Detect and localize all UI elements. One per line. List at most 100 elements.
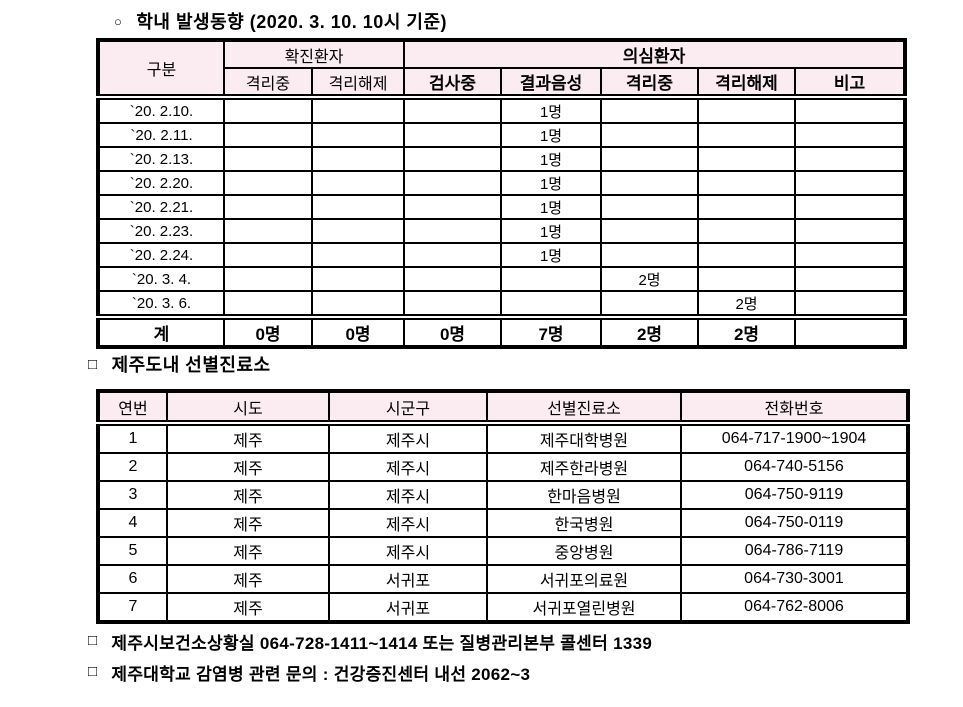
total-value-cell: 2명 xyxy=(600,314,700,348)
value-cell xyxy=(223,242,313,268)
value-cell xyxy=(794,266,907,292)
clinic-cell: 한국병원 xyxy=(486,508,682,538)
no-cell: 5 xyxy=(97,536,168,566)
value-cell xyxy=(223,146,313,172)
value-cell xyxy=(600,290,700,318)
value-cell xyxy=(697,242,797,268)
table-row: `20. 2.21. 1명 xyxy=(97,194,907,220)
clinic-table-body: 1 제주 제주시 제주대학병원 064-717-1900~1904 2 제주 제주시 제주한라병… xyxy=(97,422,909,623)
date-cell: `20. 2.21. xyxy=(97,194,225,220)
value-cell xyxy=(223,290,313,318)
table-row: `20. 2.24. 1명 xyxy=(97,242,907,268)
value-cell xyxy=(600,194,700,220)
value-cell xyxy=(223,122,313,148)
footnote-text: 제주시보건소상황실 064-728-1411~1414 또는 질병관리본부 콜센… xyxy=(111,634,653,653)
table-row: 3 제주 제주시 한마음병원 064-750-9119 xyxy=(97,480,909,510)
no-cell: 3 xyxy=(97,480,168,510)
province-cell: 제주 xyxy=(166,536,330,566)
value-cell xyxy=(794,194,907,220)
value-cell xyxy=(223,266,313,292)
table-row: 7 제주 서귀포 서귀포열린병원 064-762-8006 xyxy=(97,592,909,623)
no-cell: 4 xyxy=(97,508,168,538)
header-city: 시군구 xyxy=(328,390,488,426)
header-quarantine-confirmed: 격리중 xyxy=(223,67,313,100)
section1-heading: ○ 학내 발생동향 (2020. 3. 10. 10시 기준) xyxy=(114,8,447,34)
phone-cell: 064-762-8006 xyxy=(680,592,909,623)
campus-status-table: 구분 확진환자 의심환자 격리중 격리해제 검사중 결과음성 격리중 격리해제 … xyxy=(96,38,908,349)
value-cell xyxy=(600,146,700,172)
value-cell xyxy=(310,242,406,268)
province-cell: 제주 xyxy=(166,592,330,623)
total-value-cell: 7명 xyxy=(500,314,603,348)
value-cell xyxy=(403,266,503,292)
value-cell xyxy=(794,242,907,268)
value-cell xyxy=(310,194,406,220)
value-cell: 1명 xyxy=(500,218,603,244)
value-cell: 1명 xyxy=(500,170,603,196)
value-cell xyxy=(310,122,406,148)
total-row: 계 0명 0명 0명 7명 2명 2명 xyxy=(97,314,907,348)
value-cell: 1명 xyxy=(500,122,603,148)
value-cell xyxy=(403,290,503,318)
date-cell: `20. 2.10. xyxy=(97,96,225,124)
value-cell: 2명 xyxy=(697,290,797,318)
total-value-cell: 0명 xyxy=(403,314,503,348)
total-label: 계 xyxy=(97,314,225,348)
section1-title: 학내 발생동향 (2020. 3. 10. 10시 기준) xyxy=(136,12,447,32)
table-row: `20. 2.20. 1명 xyxy=(97,170,907,196)
section2-title: 제주도내 선별진료소 xyxy=(111,355,271,375)
value-cell xyxy=(697,96,797,124)
table-row: `20. 3. 4. 2명 xyxy=(97,266,907,292)
no-cell: 1 xyxy=(97,422,168,454)
phone-cell: 064-786-7119 xyxy=(680,536,909,566)
value-cell xyxy=(500,266,603,292)
value-cell xyxy=(310,170,406,196)
value-cell xyxy=(403,122,503,148)
total-value-cell: 0명 xyxy=(223,314,313,348)
province-cell: 제주 xyxy=(166,452,330,482)
value-cell xyxy=(403,194,503,220)
value-cell xyxy=(310,290,406,318)
value-cell: 1명 xyxy=(500,242,603,268)
clinic-cell: 제주대학병원 xyxy=(486,422,682,454)
value-cell xyxy=(794,218,907,244)
value-cell xyxy=(600,122,700,148)
header-released-suspected: 격리해제 xyxy=(697,67,797,100)
clinic-cell: 서귀포의료원 xyxy=(486,564,682,594)
no-cell: 7 xyxy=(97,592,168,623)
phone-cell: 064-740-5156 xyxy=(680,452,909,482)
clinic-cell: 제주한라병원 xyxy=(486,452,682,482)
header-testing: 검사중 xyxy=(403,67,503,100)
date-cell: `20. 2.23. xyxy=(97,218,225,244)
value-cell xyxy=(697,146,797,172)
city-cell: 서귀포 xyxy=(328,592,488,623)
value-cell xyxy=(600,170,700,196)
value-cell xyxy=(500,290,603,318)
value-cell xyxy=(794,146,907,172)
date-cell: `20. 3. 6. xyxy=(97,290,225,318)
square-bullet: □ xyxy=(88,663,98,680)
value-cell xyxy=(600,218,700,244)
value-cell xyxy=(697,194,797,220)
phone-cell: 064-717-1900~1904 xyxy=(680,422,909,454)
clinic-cell: 중앙병원 xyxy=(486,536,682,566)
no-cell: 2 xyxy=(97,452,168,482)
value-cell xyxy=(223,218,313,244)
value-cell xyxy=(403,146,503,172)
value-cell xyxy=(403,218,503,244)
circle-bullet: ○ xyxy=(114,13,123,29)
province-cell: 제주 xyxy=(166,564,330,594)
campus-table-body: `20. 2.10. 1명 `20. 2.11. 1명 `20. 2.13. 1명 `20.… xyxy=(97,96,907,348)
table-row: `20. 3. 6. 2명 xyxy=(97,290,907,318)
header-gubun: 구분 xyxy=(97,39,225,100)
value-cell xyxy=(310,96,406,124)
value-cell xyxy=(794,96,907,124)
date-cell: `20. 2.11. xyxy=(97,122,225,148)
province-cell: 제주 xyxy=(166,422,330,454)
clinic-cell: 한마음병원 xyxy=(486,480,682,510)
header-released-confirmed: 격리해제 xyxy=(310,67,406,100)
value-cell: 1명 xyxy=(500,96,603,124)
header-note: 비고 xyxy=(794,67,907,100)
province-cell: 제주 xyxy=(166,480,330,510)
